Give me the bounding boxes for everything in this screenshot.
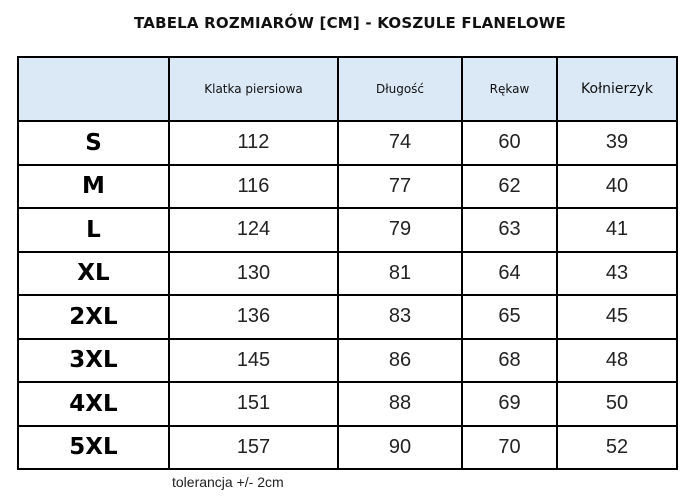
cell-size: 4XL [17, 381, 170, 427]
cell-size: XL [17, 250, 170, 296]
cell-chest: 124 [168, 207, 339, 253]
table-row: 2XL 136 83 65 45 [17, 294, 678, 340]
cell-size: L [17, 207, 170, 253]
cell-length: 83 [337, 294, 463, 340]
cell-length: 86 [337, 337, 463, 383]
cell-sleeve: 62 [461, 163, 558, 209]
cell-length: 74 [337, 120, 463, 166]
table-row: 3XL 145 86 68 48 [17, 337, 678, 383]
cell-size: S [17, 120, 170, 166]
cell-collar: 50 [556, 381, 678, 427]
cell-chest: 151 [168, 381, 339, 427]
table-row: S 112 74 60 39 [17, 120, 678, 166]
cell-sleeve: 63 [461, 207, 558, 253]
table-row: L 124 79 63 41 [17, 207, 678, 253]
cell-collar: 41 [556, 207, 678, 253]
cell-sleeve: 60 [461, 120, 558, 166]
table-header-row: Klatka piersiowa Długość Rękaw Kołnierzy… [17, 56, 678, 122]
header-collar: Kołnierzyk [556, 56, 678, 122]
cell-length: 90 [337, 424, 463, 470]
size-table: Klatka piersiowa Długość Rękaw Kołnierzy… [17, 56, 678, 470]
table-row: M 116 77 62 40 [17, 163, 678, 209]
cell-collar: 39 [556, 120, 678, 166]
table-row: 5XL 157 90 70 52 [17, 424, 678, 470]
cell-sleeve: 64 [461, 250, 558, 296]
cell-collar: 45 [556, 294, 678, 340]
cell-chest: 157 [168, 424, 339, 470]
tolerance-note: tolerancja +/- 2cm [172, 474, 284, 490]
cell-collar: 40 [556, 163, 678, 209]
header-chest: Klatka piersiowa [168, 56, 339, 122]
cell-chest: 136 [168, 294, 339, 340]
cell-length: 77 [337, 163, 463, 209]
header-sleeve: Rękaw [461, 56, 558, 122]
cell-sleeve: 69 [461, 381, 558, 427]
cell-chest: 116 [168, 163, 339, 209]
cell-collar: 43 [556, 250, 678, 296]
cell-size: 3XL [17, 337, 170, 383]
cell-collar: 48 [556, 337, 678, 383]
page-title: TABELA ROZMIARÓW [CM] - KOSZULE FLANELOW… [134, 14, 566, 32]
table-row: 4XL 151 88 69 50 [17, 381, 678, 427]
cell-sleeve: 70 [461, 424, 558, 470]
cell-collar: 52 [556, 424, 678, 470]
cell-sleeve: 68 [461, 337, 558, 383]
cell-chest: 130 [168, 250, 339, 296]
table-row: XL 130 81 64 43 [17, 250, 678, 296]
cell-size: M [17, 163, 170, 209]
cell-length: 81 [337, 250, 463, 296]
cell-sleeve: 65 [461, 294, 558, 340]
cell-length: 79 [337, 207, 463, 253]
cell-length: 88 [337, 381, 463, 427]
header-cell-empty [17, 56, 170, 122]
cell-size: 2XL [17, 294, 170, 340]
cell-size: 5XL [17, 424, 170, 470]
cell-chest: 145 [168, 337, 339, 383]
cell-chest: 112 [168, 120, 339, 166]
header-length: Długość [337, 56, 463, 122]
